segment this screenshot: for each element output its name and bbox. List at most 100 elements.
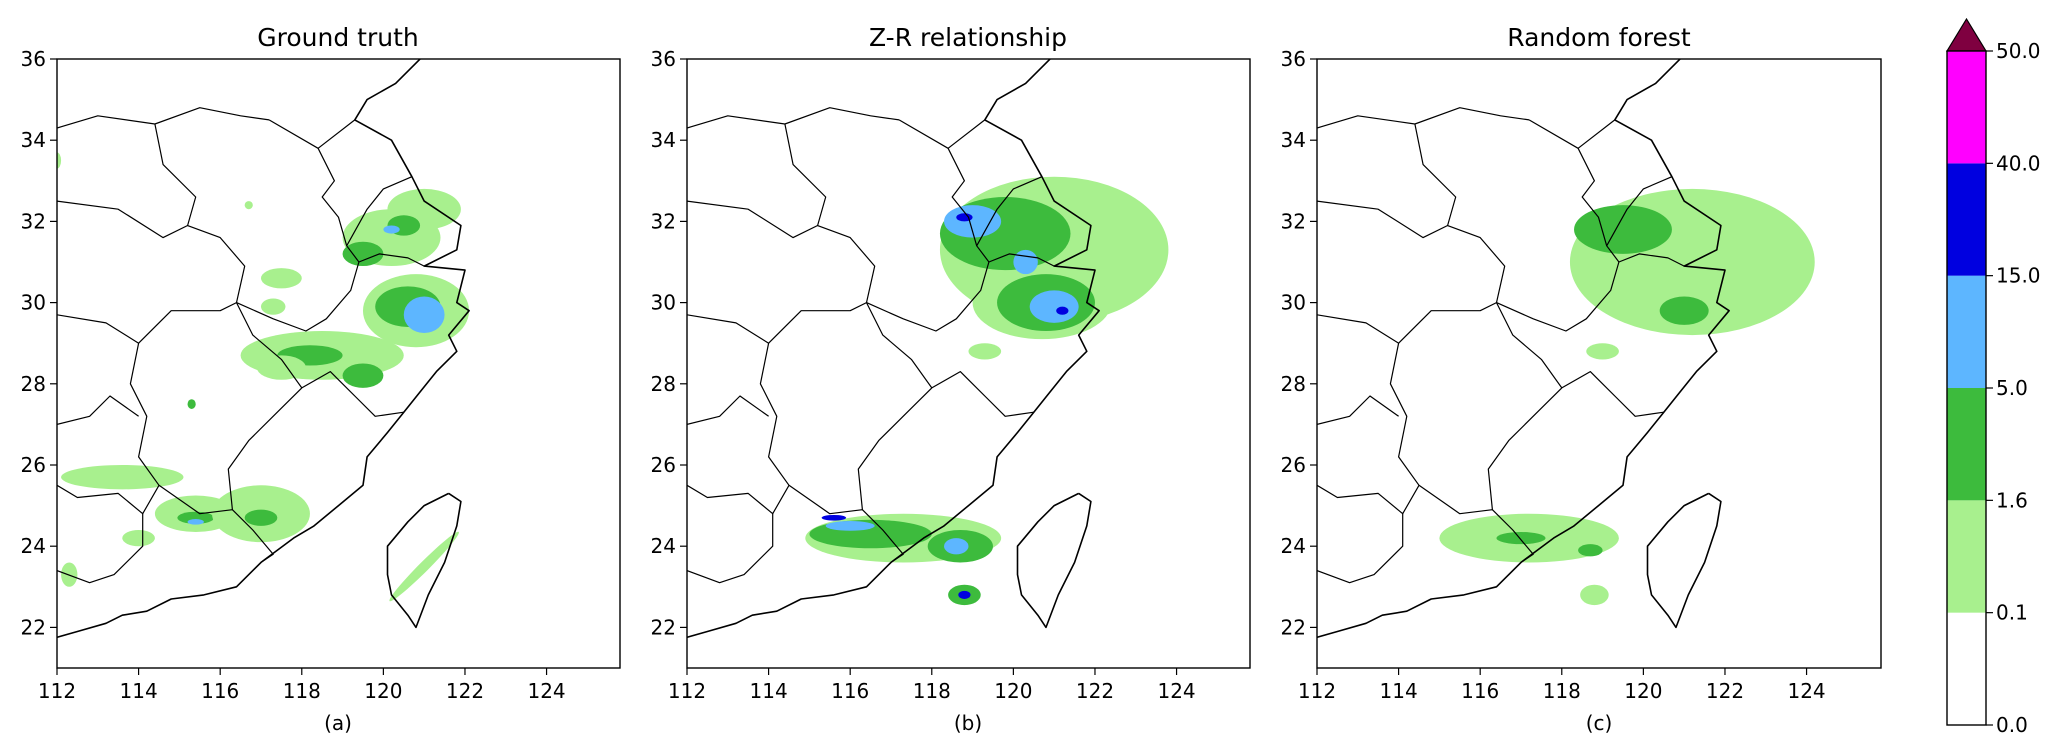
panel-sublabel: (a) [324, 711, 352, 735]
y-tick-label: 28 [21, 372, 46, 396]
province-border [687, 200, 818, 239]
coastline [687, 59, 1100, 639]
axes-frame [56, 58, 621, 669]
colorbar-segment [1947, 612, 1986, 725]
precip-area [1580, 584, 1609, 606]
x-tick-label: 120 [994, 679, 1032, 703]
precip-area [122, 529, 155, 547]
colorbar-segment [1947, 275, 1986, 388]
precip-area [256, 355, 306, 380]
coastline [1317, 59, 1730, 639]
y-tick-label: 28 [651, 372, 676, 396]
precip-area [1013, 249, 1038, 275]
province-border [784, 119, 990, 332]
panel-c: Random forest 112 114 116 118 120 122 124 22 24… [1281, 23, 1882, 735]
province-border [235, 302, 303, 389]
province-border [988, 253, 1055, 267]
axes-frame [686, 58, 1251, 669]
y-tick-label: 30 [1281, 291, 1306, 315]
x-tick-label: 116 [1461, 679, 1499, 703]
province-border [1317, 200, 1448, 239]
taiwan-outline [1016, 492, 1092, 629]
panel-sublabel: (c) [1586, 711, 1613, 735]
y-tick-label: 24 [651, 534, 676, 558]
y-axis: 22 24 26 28 30 32 34 36 [21, 47, 57, 639]
province-border [1414, 119, 1620, 332]
x-tick-label: 112 [668, 679, 706, 703]
x-axis: 112 114 116 118 120 122 124 [1298, 668, 1826, 703]
y-tick-label: 36 [651, 47, 676, 71]
precip-area [968, 343, 1002, 360]
precip-area [403, 296, 445, 334]
province-border [865, 302, 933, 389]
province-border [687, 107, 900, 129]
province-border [1317, 395, 1399, 425]
x-tick-label: 116 [831, 679, 869, 703]
x-tick-label: 120 [1624, 679, 1662, 703]
province-border [158, 484, 274, 563]
province-border [57, 513, 144, 584]
x-tick-label: 112 [1298, 679, 1336, 703]
x-tick-label: 118 [913, 679, 951, 703]
panel-title: Z-R relationship [869, 23, 1067, 52]
precip-area [1586, 343, 1619, 360]
precip-area [187, 518, 204, 525]
colorbar-tick-label: 1.6 [1996, 488, 2028, 512]
precip-area [260, 268, 302, 289]
precip-area [1578, 544, 1603, 557]
province-border [1317, 343, 1420, 515]
precip-area [1029, 290, 1079, 323]
colorbar-tick-label: 0.1 [1996, 601, 2028, 625]
colorbar-segment [1947, 51, 1986, 164]
precip-layer [805, 176, 1169, 606]
province-border [1418, 484, 1534, 563]
precip-area [958, 590, 971, 599]
y-tick-label: 34 [651, 128, 676, 152]
y-tick-label: 22 [651, 615, 676, 639]
precip-area [383, 225, 400, 234]
panel-title: Random forest [1507, 23, 1691, 52]
precip-area [244, 201, 253, 210]
x-tick-label: 124 [1157, 679, 1195, 703]
panel-title: Ground truth [257, 23, 418, 52]
province-border [687, 302, 867, 344]
colorbar-tick-label: 15.0 [1996, 264, 2041, 288]
colorbar-segment [1947, 388, 1986, 501]
panel-b: Z-R relationship 112 114 116 118 120 122 124 2… [651, 23, 1251, 735]
y-tick-label: 32 [651, 209, 676, 233]
colorbar: 0.0 0.1 1.6 5.0 15.0 40.0 50.0 [1945, 17, 2041, 737]
precip-area [944, 538, 969, 555]
x-tick-label: 116 [201, 679, 239, 703]
precip-area [825, 521, 875, 531]
colorbar-tick-label: 50.0 [1996, 39, 2041, 63]
precip-area [821, 514, 847, 521]
province-border [358, 253, 425, 267]
province-border [687, 513, 774, 584]
province-border [57, 302, 237, 344]
y-axis: 22 24 26 28 30 32 34 36 [1281, 47, 1317, 639]
province-border [57, 107, 270, 129]
x-tick-label: 118 [1543, 679, 1581, 703]
x-tick-label: 114 [750, 679, 788, 703]
y-tick-label: 34 [1281, 128, 1306, 152]
colorbar-segment [1947, 500, 1986, 613]
y-tick-label: 32 [21, 209, 46, 233]
precip-area [1659, 296, 1709, 325]
colorbar-tick-label: 0.0 [1996, 713, 2028, 737]
province-border [1618, 253, 1685, 267]
panel-sublabel: (b) [954, 711, 982, 735]
y-axis: 22 24 26 28 30 32 34 36 [651, 47, 687, 639]
map-lines [57, 59, 470, 639]
y-tick-label: 24 [21, 534, 46, 558]
y-tick-label: 36 [21, 47, 46, 71]
y-tick-label: 22 [21, 615, 46, 639]
province-border [154, 119, 360, 332]
province-border [57, 395, 139, 425]
x-tick-label: 122 [1706, 679, 1744, 703]
precip-layer [57, 152, 470, 602]
province-border [788, 484, 904, 563]
province-border [687, 343, 790, 515]
colorbar-tick-label: 40.0 [1996, 151, 2041, 175]
x-tick-label: 124 [1787, 679, 1825, 703]
taiwan-outline [386, 492, 462, 629]
